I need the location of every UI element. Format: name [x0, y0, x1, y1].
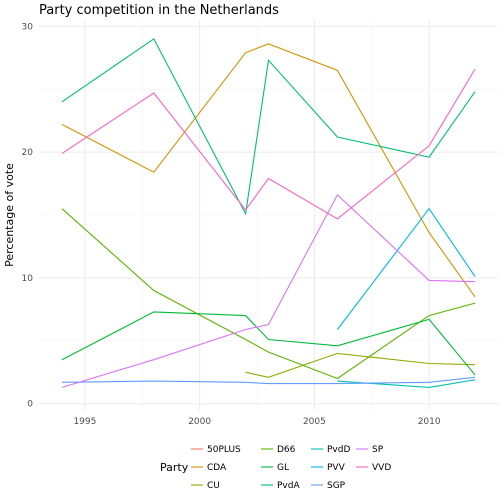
- legend-label: CDA: [207, 463, 227, 473]
- chart-title: Party competition in the Netherlands: [39, 3, 279, 18]
- legend-label: CU: [207, 481, 220, 491]
- legend-label: PvdA: [277, 481, 300, 491]
- legend-label: VVD: [372, 463, 391, 473]
- legend-label: PVV: [327, 463, 346, 473]
- y-tick-label: 0: [27, 400, 33, 410]
- x-tick-label: 2010: [418, 417, 441, 427]
- x-axis-ticks: 1995 2000 2005 2010: [73, 417, 440, 427]
- series-lines: [61, 38, 476, 388]
- x-tick-label: 2005: [303, 417, 326, 427]
- series-line-pvda: [61, 38, 476, 216]
- gridlines: [39, 20, 498, 410]
- series-line-sgp: [61, 376, 476, 385]
- y-axis-ticks: 0 10 20 30: [22, 22, 34, 409]
- series-line-sp: [61, 194, 476, 388]
- x-tick-label: 1995: [73, 417, 96, 427]
- legend-label: PvdD: [327, 445, 350, 455]
- plot-area: [39, 20, 498, 410]
- y-axis-label: Percentage of vote: [3, 163, 16, 267]
- series-line-cda: [61, 43, 476, 298]
- y-tick-label: 20: [22, 148, 34, 158]
- legend-label: D66: [277, 445, 296, 455]
- series-line-gl: [61, 311, 476, 376]
- x-tick-label: 2000: [188, 417, 211, 427]
- series-line-vvd: [61, 68, 476, 220]
- y-tick-label: 10: [22, 274, 34, 284]
- y-tick-label: 30: [22, 22, 34, 32]
- legend: Party 50PLUS CDA CU D66 GL PvdA PvdD PVV SGP SP VV…: [160, 445, 391, 491]
- legend-label: GL: [277, 463, 289, 473]
- legend-label: SGP: [327, 481, 346, 491]
- series-line-pvv: [336, 207, 476, 330]
- series-line-d66: [61, 208, 476, 380]
- legend-title: Party: [160, 461, 189, 474]
- series-line-cu: [245, 352, 476, 378]
- legend-label: SP: [372, 445, 384, 455]
- legend-label: 50PLUS: [207, 445, 241, 455]
